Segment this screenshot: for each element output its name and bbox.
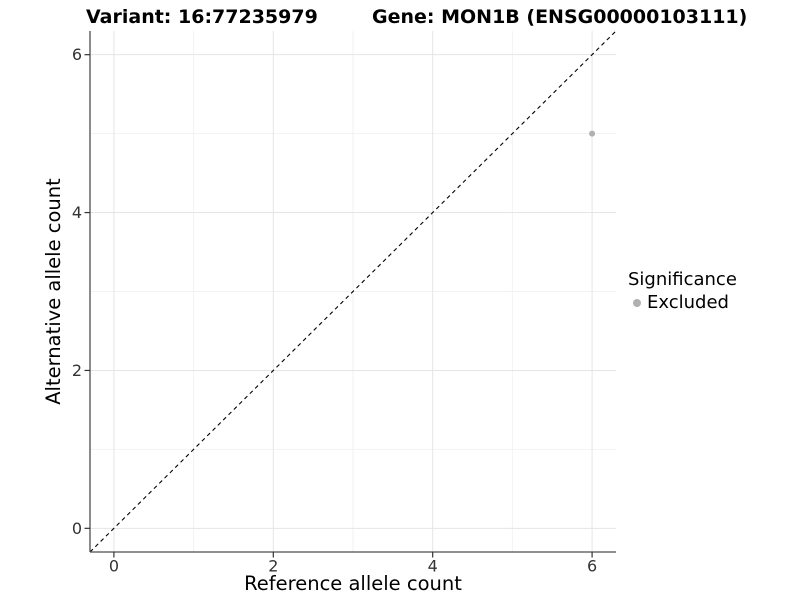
x-tick-label: 0 [109,557,119,576]
y-tick-label: 4 [72,203,82,222]
legend-item-label: Excluded [647,292,729,313]
legend: Significance Excluded [628,269,737,314]
x-tick-label: 4 [428,557,438,576]
y-tick-label: 2 [72,361,82,380]
legend-item-excluded: Excluded [628,292,737,314]
x-tick-label: 2 [268,557,278,576]
y-tick-label: 0 [72,519,82,538]
x-tick-label: 6 [587,557,597,576]
legend-title: Significance [628,269,737,290]
data-point [589,130,596,137]
variant-title: Variant: 16:77235979 [86,6,318,28]
legend-key-circle-icon [633,299,641,307]
y-axis-title: Alternative allele count [42,178,65,405]
identity-dashed-line [89,30,617,553]
y-tick-label: 6 [72,45,82,64]
x-axis-title: Reference allele count [244,572,462,595]
gene-title: Gene: MON1B (ENSG00000103111) [372,6,748,28]
